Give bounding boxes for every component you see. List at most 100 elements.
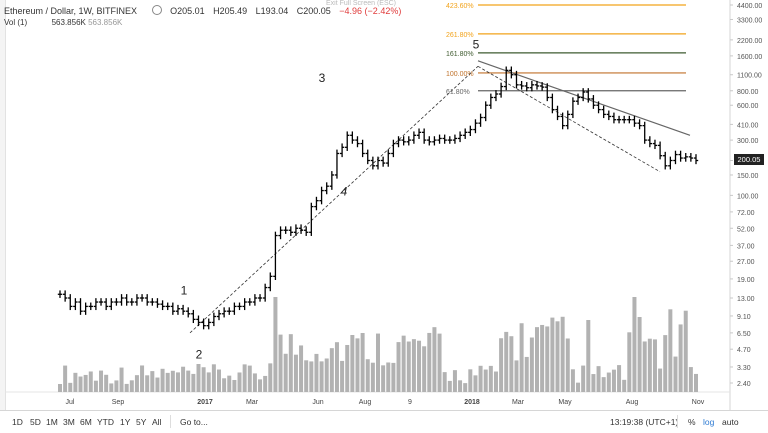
ohlc-bar	[314, 196, 319, 211]
range-5y[interactable]: 5Y	[136, 417, 147, 427]
ohlc-bar	[560, 112, 565, 130]
resistance-trendline	[477, 60, 691, 136]
volume-bar	[458, 380, 463, 392]
ohlc-bar	[324, 182, 329, 195]
range-1m[interactable]: 1M	[46, 417, 58, 427]
volume-bar	[58, 384, 62, 392]
x-tick-label: 2018	[464, 399, 480, 406]
volume-bar	[381, 365, 386, 392]
ohlc-bar	[262, 283, 268, 302]
volume-bar	[499, 338, 504, 392]
high-value: H205.49	[213, 6, 248, 16]
ohlc-bar	[114, 298, 119, 306]
ohlc-bar	[647, 136, 653, 148]
ohlc-bar	[611, 112, 617, 124]
volume-bar	[340, 360, 345, 392]
price-chart[interactable]: 423.60% 261.80% 161.80% 100.00% 61.80% 1 2 3 4 5…	[0, 0, 768, 410]
range-1y[interactable]: 1Y	[120, 417, 131, 427]
volume-bar	[432, 327, 437, 392]
close-value: C200.05	[296, 6, 331, 16]
x-tick-label: 9	[408, 399, 412, 406]
ohlc-bar	[637, 119, 642, 130]
range-1d[interactable]: 1D	[12, 417, 23, 427]
volume-bar	[570, 369, 575, 392]
volume-bar	[124, 383, 129, 392]
volume-bar	[324, 358, 329, 392]
ohlc-bar	[252, 294, 258, 306]
ohlc-bar	[534, 80, 540, 90]
ohlc-bar	[391, 139, 396, 158]
channel-line-up	[189, 66, 479, 334]
volume-label[interactable]: Vol (1)	[4, 18, 28, 27]
ohlc-bars	[57, 66, 699, 330]
ohlc-bar	[504, 66, 509, 91]
x-tick-label: Nov	[692, 399, 705, 406]
volume-bar	[273, 297, 278, 392]
chart-header: Ethereum / Dollar, 1W, BITFINEX O205.01 …	[4, 5, 407, 16]
wave-label: 3	[319, 71, 326, 85]
low-value: L193.04	[255, 6, 289, 16]
ohlc-bar	[478, 113, 483, 127]
volume-bar	[119, 367, 124, 392]
volume-bar	[663, 335, 668, 392]
ohlc-bar	[288, 226, 294, 236]
percent-toggle[interactable]: %	[688, 417, 696, 427]
ohlc-bar	[678, 150, 683, 162]
ohlc-bar	[375, 156, 381, 170]
goto-button[interactable]: Go to...	[180, 417, 208, 427]
ohlc-bar	[165, 302, 170, 311]
volume-bar	[519, 323, 524, 392]
volume-bar	[140, 365, 145, 392]
ohlc-bar	[180, 304, 186, 315]
ohlc-bar	[155, 298, 160, 308]
y-tick-label: 72.00	[737, 210, 755, 217]
ohlc-bar	[103, 298, 109, 311]
more-icon[interactable]	[151, 5, 162, 15]
symbol-title[interactable]: Ethereum / Dollar, 1W, BITFINEX	[4, 6, 138, 16]
log-toggle[interactable]: log	[703, 417, 715, 427]
volume-bar	[642, 341, 647, 392]
range-3m[interactable]: 3M	[63, 417, 75, 427]
ohlc-bar	[575, 93, 581, 105]
ohlc-bar	[73, 298, 78, 311]
volume-bar	[422, 346, 427, 392]
volume-bar	[319, 361, 324, 392]
ohlc-bar	[663, 151, 668, 170]
volume-bar	[78, 376, 83, 392]
ohlc-bar	[519, 80, 524, 90]
range-all[interactable]: All	[152, 417, 162, 427]
ohlc-bar	[493, 90, 499, 102]
y-tick-label: 19.00	[737, 277, 755, 284]
ohlc-bar	[221, 307, 227, 318]
y-tick-label: 2200.00	[737, 38, 762, 45]
auto-toggle[interactable]: auto	[722, 417, 739, 427]
volume-bar	[683, 310, 688, 392]
x-tick-label: Aug	[359, 399, 372, 406]
range-ytd[interactable]: YTD	[97, 417, 114, 427]
price-axis[interactable]: 4400.00 3300.00 2200.00 1600.00 1100.00 800.0…	[730, 3, 762, 388]
volume-bar	[288, 334, 293, 392]
y-tick-label: 300.00	[737, 138, 759, 145]
volume-value-secondary: 563.856K	[88, 18, 123, 27]
ohlc-bar	[139, 294, 145, 302]
range-5d[interactable]: 5D	[30, 417, 41, 427]
range-6m[interactable]: 6M	[80, 417, 92, 427]
ohlc-bar	[693, 154, 699, 165]
fib-label: 100.00%	[446, 71, 474, 78]
ohlc-bar	[488, 93, 494, 109]
ohlc-bar	[98, 298, 104, 306]
volume-bar	[191, 373, 196, 392]
volume-bar	[150, 371, 155, 392]
time-axis[interactable]: Jul Sep 2017 Mar Jun Aug 9 2018 Mar May Aug Nov	[66, 399, 705, 406]
volume-bar	[535, 327, 539, 392]
ohlc-bar	[509, 66, 514, 79]
ohlc-bar	[447, 136, 453, 144]
volume-bar	[222, 378, 227, 392]
ohlc-bar	[570, 97, 576, 119]
ohlc-bar	[591, 95, 596, 109]
bottom-toolbar: 1D 5D 1M 3M 6M YTD 1Y 5Y All Go to... 13…	[0, 410, 768, 433]
ohlc-bar	[580, 88, 586, 102]
ohlc-bar	[421, 128, 427, 144]
exit-fullscreen-hint[interactable]: Exit Full Screen (ESC)	[326, 0, 397, 7]
ohlc-bar	[206, 318, 211, 330]
